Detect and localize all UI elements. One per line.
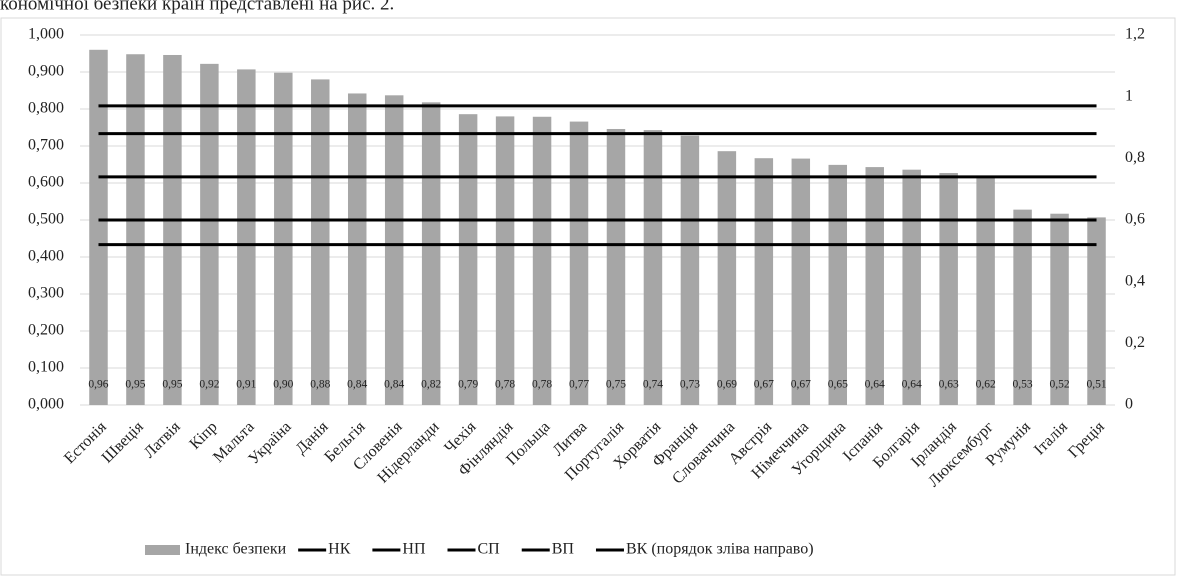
legend-label: ВП bbox=[552, 541, 575, 558]
data-label: 0,92 bbox=[199, 379, 219, 391]
data-label: 0,79 bbox=[458, 379, 478, 391]
data-label: 0,51 bbox=[1086, 379, 1106, 391]
bar bbox=[495, 116, 515, 406]
x-tick-label: Швеція bbox=[99, 418, 148, 467]
data-label: 0,77 bbox=[569, 379, 589, 391]
y-tick-label: 0,400 bbox=[28, 248, 64, 265]
y2-tick-label: 0,6 bbox=[1125, 211, 1145, 228]
bar bbox=[163, 54, 182, 405]
y-tick-label: 0,700 bbox=[28, 137, 64, 154]
y-tick-label: 0,200 bbox=[28, 322, 64, 339]
data-label: 0,91 bbox=[236, 379, 256, 391]
caption: кономічної безпеки країн представлені на… bbox=[0, 0, 394, 14]
y2-tick-label: 0 bbox=[1125, 396, 1133, 413]
y2-tick-label: 1 bbox=[1125, 87, 1133, 104]
bar bbox=[532, 116, 552, 406]
data-label: 0,67 bbox=[791, 379, 811, 391]
data-label: 0,67 bbox=[754, 379, 774, 391]
data-label: 0,65 bbox=[828, 379, 848, 391]
bar bbox=[569, 121, 589, 405]
data-label: 0,84 bbox=[347, 379, 367, 391]
data-label: 0,75 bbox=[606, 379, 626, 391]
y-tick-label: 0,000 bbox=[28, 396, 64, 413]
bar bbox=[1050, 213, 1069, 405]
data-label: 0,62 bbox=[976, 379, 996, 391]
bar bbox=[274, 72, 293, 406]
bar bbox=[643, 130, 663, 405]
data-label: 0,69 bbox=[717, 379, 737, 391]
y2-tick-label: 0,2 bbox=[1125, 334, 1145, 351]
bar bbox=[458, 114, 478, 406]
data-label: 0,82 bbox=[421, 379, 441, 391]
data-label: 0,95 bbox=[125, 379, 145, 391]
bar bbox=[902, 169, 921, 405]
y2-tick-label: 0,8 bbox=[1125, 149, 1145, 166]
bar bbox=[791, 158, 811, 405]
bar bbox=[754, 158, 774, 405]
bar bbox=[384, 95, 404, 405]
bar bbox=[680, 135, 700, 405]
y2-tick-label: 1,2 bbox=[1125, 26, 1145, 43]
data-label: 0,84 bbox=[384, 379, 404, 391]
bar bbox=[976, 176, 995, 405]
data-label: 0,90 bbox=[273, 379, 293, 391]
y-tick-label: 1,000 bbox=[28, 26, 64, 43]
bar bbox=[717, 151, 737, 405]
data-label: 0,73 bbox=[680, 379, 700, 391]
legend-label: НК bbox=[328, 541, 351, 558]
bar bbox=[89, 49, 108, 406]
chart-frame bbox=[0, 17, 1176, 576]
data-label: 0,96 bbox=[88, 379, 108, 391]
bar bbox=[347, 93, 367, 406]
data-label: 0,63 bbox=[939, 379, 959, 391]
bar bbox=[606, 128, 626, 406]
y-tick-label: 0,100 bbox=[28, 359, 64, 376]
x-tick-label: Греція bbox=[1065, 418, 1108, 461]
y-tick-label: 0,500 bbox=[28, 211, 64, 228]
data-label: 0,52 bbox=[1049, 379, 1069, 391]
data-label: 0,64 bbox=[865, 379, 885, 391]
y-tick-label: 0,600 bbox=[28, 174, 64, 191]
bar bbox=[1013, 209, 1032, 405]
bar bbox=[126, 54, 145, 406]
y-tick-label: 0,800 bbox=[28, 100, 64, 117]
y-tick-label: 0,900 bbox=[28, 63, 64, 80]
y2-tick-label: 0,4 bbox=[1125, 272, 1145, 289]
x-tick-label: Латвія bbox=[141, 418, 185, 462]
data-label: 0,95 bbox=[162, 379, 182, 391]
legend-label: НП bbox=[402, 541, 426, 558]
bar bbox=[311, 79, 330, 406]
bar bbox=[200, 63, 219, 406]
legend-label: ВК (порядок зліва направо) bbox=[626, 541, 814, 558]
data-label: 0,64 bbox=[902, 379, 922, 391]
legend-swatch bbox=[145, 545, 180, 555]
y-tick-label: 0,300 bbox=[28, 285, 64, 302]
bar bbox=[237, 69, 256, 405]
x-tick-label: Італія bbox=[1031, 418, 1071, 458]
bar bbox=[865, 167, 884, 405]
legend-label: СП bbox=[478, 541, 501, 558]
data-label: 0,78 bbox=[532, 379, 552, 391]
bar bbox=[828, 164, 848, 405]
bar bbox=[1087, 217, 1106, 405]
data-label: 0,88 bbox=[310, 379, 330, 391]
data-label: 0,53 bbox=[1013, 379, 1033, 391]
data-label: 0,74 bbox=[643, 379, 663, 391]
bar bbox=[421, 102, 441, 405]
data-label: 0,78 bbox=[495, 379, 515, 391]
bar bbox=[939, 173, 958, 405]
legend-label: Індекс безпеки bbox=[185, 541, 287, 558]
